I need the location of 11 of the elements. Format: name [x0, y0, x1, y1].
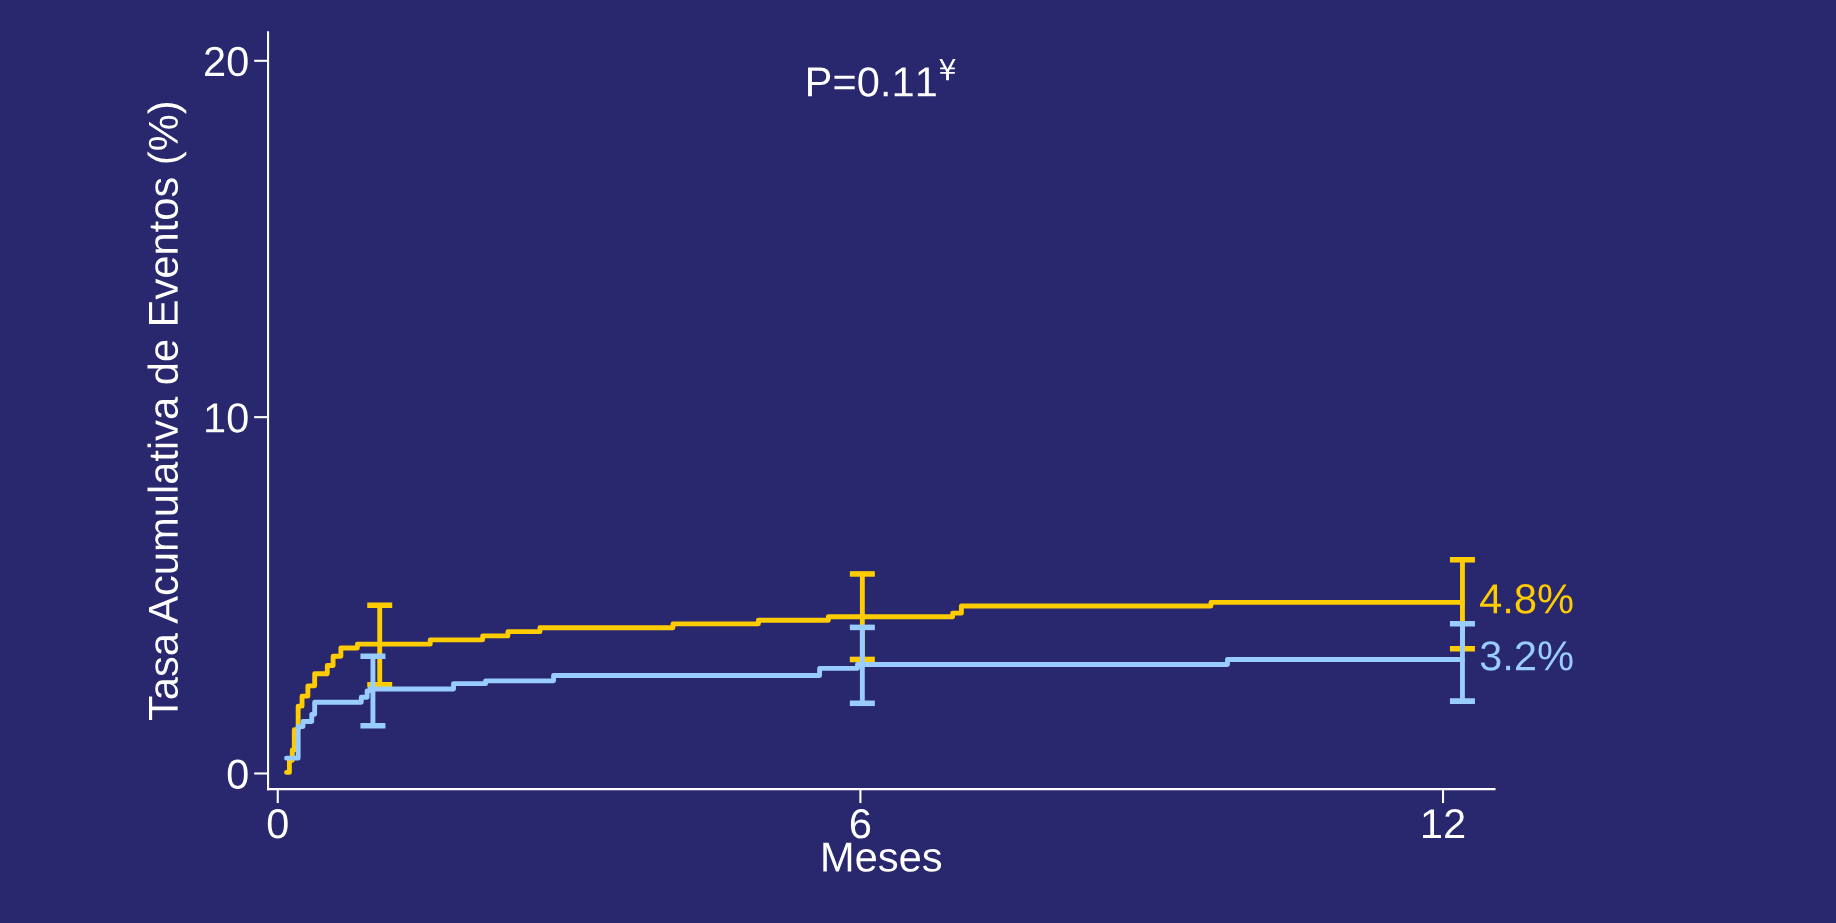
- data-label: 3.2%: [1480, 641, 1573, 671]
- x-tick-label: 0: [267, 809, 288, 839]
- data-label: 4.8%: [1480, 584, 1573, 614]
- y-tick-label: 20: [205, 46, 248, 77]
- annotation: P=0.11$^{¥}$: [808, 59, 956, 97]
- y-tick-label: 0: [227, 759, 248, 789]
- y-axis-title: Tasa Acumulativa de Eventos (%): [147, 102, 187, 721]
- x-tick-label: 6: [850, 809, 871, 839]
- x-axis-title: Meses: [823, 842, 942, 872]
- x-tick-label: 12: [1423, 809, 1465, 839]
- y-tick-label: 10: [206, 403, 248, 433]
